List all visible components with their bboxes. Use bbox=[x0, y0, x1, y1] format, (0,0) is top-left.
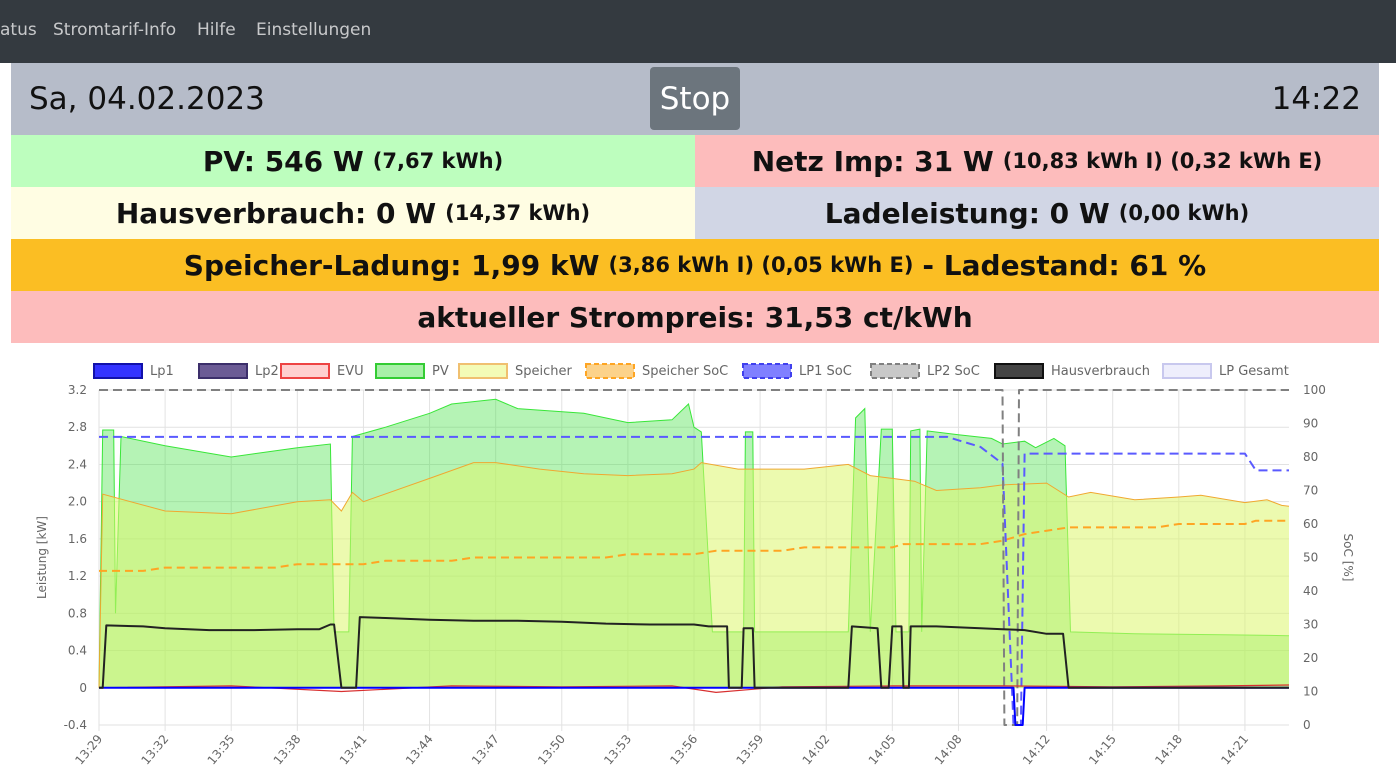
legend-swatch-lp1 bbox=[93, 363, 143, 379]
y-tick-label-right: 70 bbox=[1303, 484, 1318, 498]
current-time: 14:22 bbox=[1271, 81, 1361, 117]
legend-swatch-lp2 bbox=[198, 363, 248, 379]
stop-button[interactable]: Stop bbox=[650, 67, 740, 130]
y-tick-label-left: 3.2 bbox=[68, 383, 87, 397]
legend-swatch-lp-gesamt bbox=[1162, 363, 1212, 379]
legend-label-lp1: Lp1 bbox=[150, 364, 174, 379]
y-tick-label-left: 0 bbox=[79, 681, 87, 695]
hausverbrauch-series bbox=[99, 616, 1289, 689]
legend-swatch-hausverbrauch bbox=[994, 363, 1044, 379]
legend-swatch-lp1-soc bbox=[742, 363, 792, 379]
x-tick-label: 13:59 bbox=[733, 732, 766, 767]
top-navbar: atus Stromtarif-Info Hilfe Einstellungen bbox=[0, 0, 1396, 63]
nav-einstellungen[interactable]: Einstellungen bbox=[256, 20, 372, 40]
y-tick-label-right: 100 bbox=[1303, 383, 1326, 397]
lp1-soc-series bbox=[99, 435, 1289, 726]
y-tick-label-left: 0.4 bbox=[68, 644, 87, 658]
pv-power: PV: 546 W bbox=[202, 144, 364, 178]
legend-swatch-speicher bbox=[458, 363, 508, 379]
y-tick-label-right: 20 bbox=[1303, 651, 1318, 665]
lp2-soc-series bbox=[99, 389, 1289, 726]
legend-label-lp2: Lp2 bbox=[255, 364, 279, 379]
y-tick-label-right: 0 bbox=[1303, 718, 1311, 732]
netz-energy: (10,83 kWh I) (0,32 kWh E) bbox=[1002, 149, 1323, 173]
y-tick-label-left: 2.0 bbox=[68, 495, 87, 509]
legend-swatch-evu bbox=[280, 363, 330, 379]
y-tick-label-right: 60 bbox=[1303, 517, 1318, 531]
x-tick-label: 14:12 bbox=[1020, 732, 1053, 767]
strompreis-value: aktueller Strompreis: 31,53 ct/kWh bbox=[417, 300, 973, 334]
x-tick-label: 13:44 bbox=[403, 732, 436, 767]
speicher-soc-series bbox=[99, 519, 1289, 572]
y-tick-label-right: 90 bbox=[1303, 417, 1318, 431]
ladeleistung-power: Ladeleistung: 0 W bbox=[824, 196, 1110, 230]
legend-label-speicher-soc: Speicher SoC bbox=[642, 364, 728, 379]
x-tick-label: 14:02 bbox=[800, 732, 833, 767]
legend-swatch-lp2-soc bbox=[870, 363, 920, 379]
speicher-series-area bbox=[99, 462, 1289, 688]
speicher-energy: (3,86 kWh I) (0,05 kWh E) bbox=[608, 253, 914, 277]
hausverbrauch-tile: Hausverbrauch: 0 W (14,37 kWh) bbox=[11, 187, 695, 239]
x-tick-label: 13:50 bbox=[535, 732, 568, 767]
netz-tile: Netz Imp: 31 W (10,83 kWh I) (0,32 kWh E… bbox=[695, 135, 1379, 187]
legend-label-evu: EVU bbox=[337, 364, 364, 379]
y-axis-label-right: SoC [%] bbox=[1341, 534, 1355, 582]
x-tick-label: 14:18 bbox=[1152, 732, 1185, 767]
live-power-chart: 3.22.82.42.01.61.20.80.40-0.410090807060… bbox=[35, 363, 1355, 767]
y-tick-label-right: 10 bbox=[1303, 685, 1318, 699]
legend-label-lp2-soc: LP2 SoC bbox=[927, 364, 980, 379]
y-tick-label-left: 1.6 bbox=[68, 532, 87, 546]
netz-power: Netz Imp: 31 W bbox=[751, 144, 994, 178]
x-tick-label: 14:08 bbox=[932, 732, 965, 767]
x-tick-label: 13:47 bbox=[469, 732, 502, 767]
legend-swatch-pv bbox=[375, 363, 425, 379]
legend-swatch-speicher-soc bbox=[585, 363, 635, 379]
y-tick-label-left: 2.4 bbox=[68, 457, 87, 471]
legend-label-lp1-soc: LP1 SoC bbox=[799, 364, 852, 379]
x-tick-label: 13:32 bbox=[138, 732, 171, 767]
x-tick-label: 13:53 bbox=[601, 732, 634, 767]
nav-hilfe[interactable]: Hilfe bbox=[197, 20, 236, 40]
ladeleistung-tile: Ladeleistung: 0 W (0,00 kWh) bbox=[695, 187, 1379, 239]
legend-label-hausverbrauch: Hausverbrauch bbox=[1051, 364, 1150, 379]
hausverbrauch-power: Hausverbrauch: 0 W bbox=[115, 196, 437, 230]
y-axis-label-left: Leistung [kW] bbox=[35, 516, 49, 599]
legend-label-speicher: Speicher bbox=[515, 364, 572, 379]
current-date: Sa, 04.02.2023 bbox=[29, 81, 265, 117]
pv-tile: PV: 546 W (7,67 kWh) bbox=[11, 135, 695, 187]
legend-label-lp-gesamt: LP Gesamt bbox=[1219, 364, 1289, 379]
x-tick-label: 14:05 bbox=[866, 732, 899, 767]
legend-label-pv: PV bbox=[432, 364, 449, 379]
speicher-series-line bbox=[98, 462, 1290, 688]
pv-energy: (7,67 kWh) bbox=[372, 149, 504, 173]
x-tick-label: 14:15 bbox=[1086, 732, 1119, 767]
ladeleistung-energy: (0,00 kWh) bbox=[1118, 201, 1250, 225]
date-time-bar: Sa, 04.02.2023 Stop 14:22 bbox=[11, 63, 1379, 135]
speicher-ladestand: - Ladestand: 61 % bbox=[922, 248, 1207, 282]
strompreis-tile: aktueller Strompreis: 31,53 ct/kWh bbox=[11, 291, 1379, 343]
y-tick-label-left: 2.8 bbox=[68, 420, 87, 434]
y-tick-label-left: -0.4 bbox=[64, 718, 87, 732]
x-tick-label: 13:29 bbox=[72, 732, 105, 767]
x-tick-label: 14:21 bbox=[1218, 732, 1251, 767]
speicher-tile: Speicher-Ladung: 1,99 kW (3,86 kWh I) (0… bbox=[11, 239, 1379, 291]
y-tick-label-left: 1.2 bbox=[68, 569, 87, 583]
x-tick-label: 13:56 bbox=[667, 732, 700, 767]
nav-stromtarif-info[interactable]: Stromtarif-Info bbox=[53, 20, 177, 40]
y-tick-label-right: 30 bbox=[1303, 618, 1318, 632]
y-tick-label-left: 0.8 bbox=[68, 606, 87, 620]
x-tick-label: 13:41 bbox=[337, 732, 370, 767]
nav-status[interactable]: atus bbox=[0, 20, 37, 40]
x-tick-label: 13:38 bbox=[271, 732, 304, 767]
x-tick-label: 13:35 bbox=[205, 732, 238, 767]
y-tick-label-right: 40 bbox=[1303, 584, 1318, 598]
hausverbrauch-energy: (14,37 kWh) bbox=[445, 201, 591, 225]
y-tick-label-right: 50 bbox=[1303, 551, 1318, 565]
y-tick-label-right: 80 bbox=[1303, 450, 1318, 464]
speicher-power: Speicher-Ladung: 1,99 kW bbox=[183, 248, 600, 282]
